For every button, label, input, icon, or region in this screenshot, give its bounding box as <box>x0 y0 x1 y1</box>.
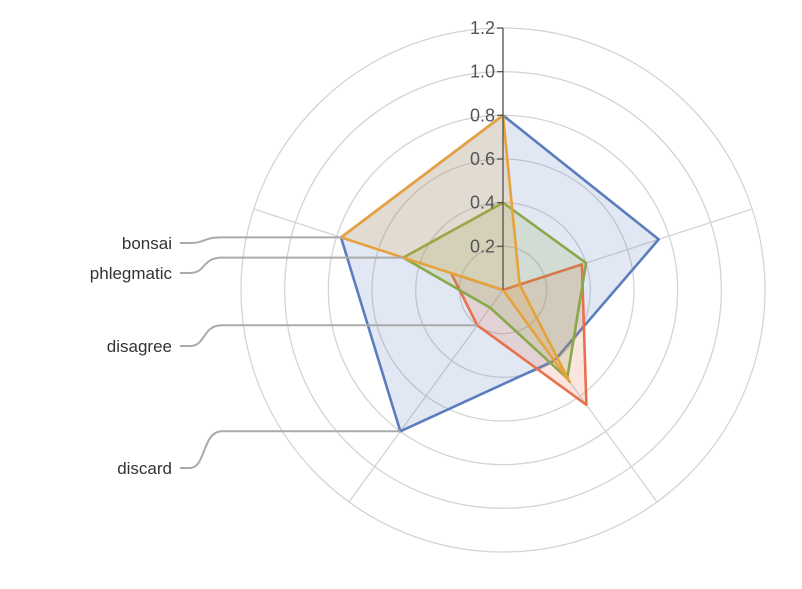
axis-tick-label: 0.4 <box>470 193 495 213</box>
axis-tick-label: 0.8 <box>470 105 495 125</box>
series-leader-line <box>180 256 404 274</box>
axis-tick-label: 0.6 <box>470 149 495 169</box>
axis-tick-label: 1.0 <box>470 62 495 82</box>
series-label-bonsai: bonsai <box>122 234 172 253</box>
series-area-bonsai <box>339 114 572 384</box>
radial-axis: 0.2 0.4 0.6 0.8 1.0 1.2 <box>470 18 504 290</box>
series-label-phlegmatic: phlegmatic <box>90 264 173 283</box>
series-label-discard: discard <box>117 459 172 478</box>
radar-series <box>339 114 661 433</box>
series-labels: discard disagree phlegmatic bonsai <box>90 234 478 478</box>
series-leader-line <box>180 430 401 469</box>
series-leader-line <box>180 236 341 244</box>
axis-tick-label: 0.2 <box>470 236 495 256</box>
series-label-disagree: disagree <box>107 337 172 356</box>
series-area-phlegmatic <box>401 201 588 380</box>
series-leader-line <box>180 324 478 347</box>
axis-tick-label: 1.2 <box>470 18 495 38</box>
